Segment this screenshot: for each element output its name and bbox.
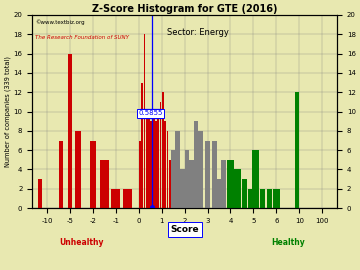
Bar: [157, 112, 159, 208]
Bar: [162, 92, 164, 208]
Bar: [221, 160, 226, 208]
Bar: [267, 189, 272, 208]
Bar: [167, 131, 168, 208]
Bar: [169, 160, 171, 208]
Bar: [111, 189, 121, 208]
Text: The Research Foundation of SUNY: The Research Foundation of SUNY: [35, 35, 129, 40]
Bar: [100, 160, 109, 208]
Bar: [194, 121, 198, 208]
Title: Z-Score Histogram for GTE (2016): Z-Score Histogram for GTE (2016): [92, 4, 278, 14]
Bar: [217, 179, 221, 208]
Bar: [273, 189, 280, 208]
Bar: [139, 140, 141, 208]
Bar: [146, 112, 148, 208]
Bar: [39, 179, 42, 208]
Text: ©www.textbiz.org: ©www.textbiz.org: [35, 20, 85, 25]
X-axis label: Score: Score: [170, 225, 199, 234]
Bar: [159, 102, 162, 208]
Bar: [205, 140, 210, 208]
Bar: [189, 160, 194, 208]
Text: Unhealthy: Unhealthy: [59, 238, 104, 247]
Bar: [153, 112, 154, 208]
Bar: [278, 198, 279, 208]
Bar: [171, 150, 175, 208]
Bar: [295, 92, 299, 208]
Bar: [164, 121, 166, 208]
Bar: [212, 140, 217, 208]
Bar: [155, 121, 157, 208]
Bar: [68, 53, 72, 208]
Bar: [141, 83, 143, 208]
Bar: [75, 131, 81, 208]
Bar: [150, 121, 152, 208]
Bar: [242, 179, 247, 208]
Bar: [180, 170, 185, 208]
Text: Healthy: Healthy: [271, 238, 305, 247]
Text: Sector: Energy: Sector: Energy: [167, 28, 229, 37]
Bar: [260, 189, 265, 208]
Bar: [148, 112, 150, 208]
Bar: [185, 150, 189, 208]
Bar: [227, 160, 234, 208]
Bar: [198, 131, 203, 208]
Bar: [59, 140, 63, 208]
Y-axis label: Number of companies (339 total): Number of companies (339 total): [4, 56, 11, 167]
Bar: [252, 150, 259, 208]
Bar: [144, 34, 145, 208]
Bar: [234, 170, 241, 208]
Text: 0.5855: 0.5855: [138, 110, 163, 116]
Bar: [123, 189, 132, 208]
Bar: [248, 189, 252, 208]
Bar: [90, 140, 96, 208]
Bar: [175, 131, 180, 208]
